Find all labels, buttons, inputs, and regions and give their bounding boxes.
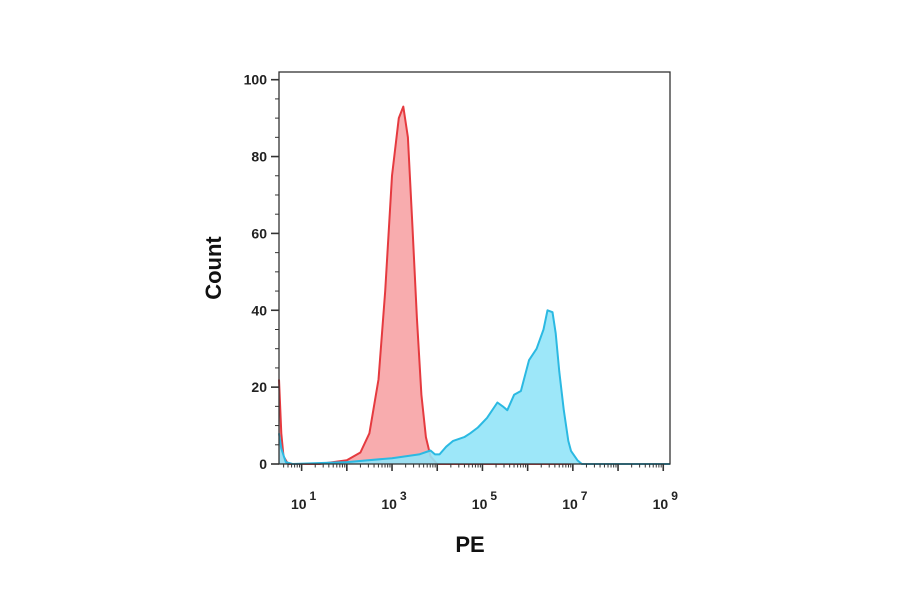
series-1-fill: [279, 310, 670, 464]
x-tick-base: 10: [653, 496, 669, 512]
x-tick-label: 10 9: [653, 489, 679, 512]
x-tick-exponent: 9: [671, 489, 678, 503]
x-tick-exponent: 1: [310, 489, 317, 503]
y-tick-label: 60: [251, 225, 267, 241]
x-tick-label: 10 7: [562, 489, 588, 512]
x-tick-label: 10 3: [381, 489, 407, 512]
series-layer: [278, 105, 670, 465]
x-tick-exponent: 5: [490, 489, 497, 503]
series-1-line: [278, 309, 670, 465]
x-tick-label: 10 5: [472, 489, 498, 512]
y-tick-label: 20: [251, 379, 267, 395]
y-tick-label: 40: [251, 302, 267, 318]
x-tick-exponent: 3: [400, 489, 407, 503]
x-tick-base: 10: [381, 496, 397, 512]
y-tick-label: 100: [244, 72, 268, 88]
y-tick-label: 80: [251, 149, 267, 165]
x-tick-exponent: 7: [581, 489, 588, 503]
x-axis-title: PE: [455, 532, 484, 557]
y-axis: 0 20 40 60 80 100: [244, 72, 279, 472]
x-tick-base: 10: [562, 496, 578, 512]
y-tick-label: 0: [259, 456, 267, 472]
x-tick-base: 10: [291, 496, 307, 512]
x-tick-base: 10: [472, 496, 488, 512]
plot-frame: [278, 71, 671, 465]
x-tick-label: 10 1: [291, 489, 317, 512]
x-axis: 10 1 10 3 10 5 10 7 10 9: [283, 464, 679, 512]
y-axis-title: Count: [201, 236, 226, 300]
